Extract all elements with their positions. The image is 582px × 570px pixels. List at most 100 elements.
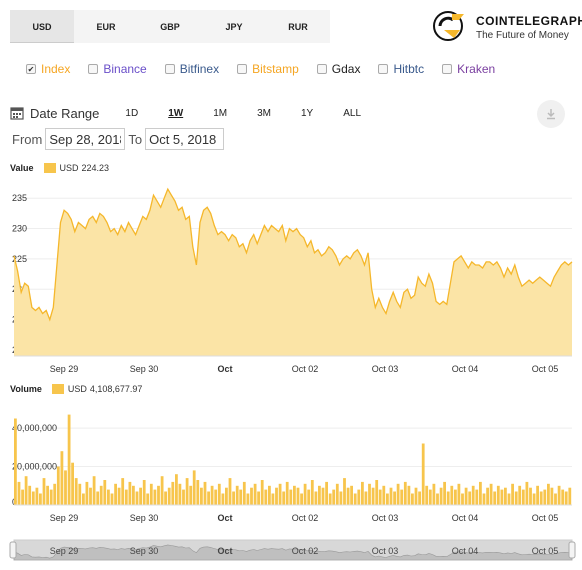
volume-bar [114,483,117,505]
navigator[interactable]: Sep 29 Sep 30 Oct Oct 02 Oct 03 Oct 04 Oct 05 [0,535,582,565]
volume-bar [318,485,321,505]
volume-bar [167,487,171,505]
x-tick-label: Oct 03 [372,364,399,374]
exchange-label: Bitstamp [252,62,299,76]
volume-bar [529,487,532,505]
exchange-index[interactable]: ✔ Index [26,62,70,76]
x-tick-label: Oct 05 [532,513,559,523]
volume-bar [103,480,107,505]
volume-bar [42,478,46,505]
brand-tagline: The Future of Money [476,30,569,41]
volume-bar [89,487,92,505]
volume-bar [525,481,529,505]
volume-legend-swatch [51,384,64,394]
volume-bar [164,491,167,505]
navigator-tick-label: Oct 02 [292,546,319,556]
volume-bar [46,485,49,505]
exchange-label: Hitbtc [393,62,425,76]
volume-bar [507,493,511,505]
volume-bar [235,485,239,505]
volume-bar [314,491,318,505]
volume-bar [500,489,504,505]
cointelegraph-logo-icon [433,11,464,41]
volume-bar [361,481,364,505]
exchange-label: Binance [103,62,147,76]
range-button-3m[interactable]: 3M [257,107,271,119]
exchange-hitbtc[interactable]: Hitbtc [378,62,424,76]
volume-bar [300,493,303,505]
checkbox-icon[interactable]: ✔ [26,64,36,74]
currency-tab-eur[interactable]: EUR [96,21,116,32]
volume-bar [554,493,557,505]
volume-bar [364,491,368,505]
volume-bar [446,491,450,505]
volume-bar [564,491,568,505]
value-legend-label: Value [10,163,34,173]
volume-bar [457,483,461,505]
volume-bar [353,493,357,505]
volume-bar [343,478,346,505]
checkbox-icon[interactable] [442,64,453,74]
volume-bar [368,483,371,505]
range-button-1w[interactable]: 1W [168,107,184,119]
x-tick-label: Sep 29 [50,364,79,374]
volume-bar [153,489,157,505]
volume-legend: Volume USD 4,108,677.97 [10,384,142,394]
volume-bar [60,451,64,505]
from-label: From [12,131,43,147]
volume-bar [178,483,182,505]
volume-bar [310,480,314,505]
exchange-gdax[interactable]: Gdax [316,62,360,76]
volume-bar [547,483,550,505]
volume-bar [92,476,96,505]
checkbox-icon[interactable] [237,64,248,74]
volume-bar [182,489,185,505]
checkbox-icon[interactable] [164,64,175,74]
exchange-bitstamp[interactable]: Bitstamp [237,62,299,76]
volume-bar [203,481,207,505]
volume-bar [39,493,42,505]
volume-bar [493,491,497,505]
volume-bar [78,483,82,505]
navigator-tick-label: Oct [217,546,232,556]
x-tick-label: Oct [217,364,232,374]
range-button-all[interactable]: ALL [343,107,362,119]
volume-bar [475,489,479,505]
checkbox-icon[interactable] [88,64,99,74]
checkbox-icon[interactable] [316,64,327,74]
from-date-input[interactable] [45,128,126,150]
brand[interactable]: COINTELEGRAPH The Future of Money [432,8,582,46]
range-button-1m[interactable]: 1M [213,107,228,119]
exchange-label: Bitfinex [179,62,220,76]
range-button-1y[interactable]: 1Y [301,107,314,119]
download-button[interactable] [537,100,565,128]
volume-bar [139,487,142,505]
volume-bar [393,491,396,505]
currency-tab-usd[interactable]: USD [10,10,74,43]
to-date-input[interactable] [145,128,225,150]
y-tick-label: 235 [12,193,27,203]
navigator-right-handle[interactable] [568,541,576,559]
volume-bar [146,493,150,505]
exchange-binance[interactable]: Binance [88,62,147,76]
exchange-kraken[interactable]: Kraken [442,62,495,76]
checkbox-icon[interactable] [378,64,389,74]
volume-bar [382,485,386,505]
volume-bar [71,462,74,505]
currency-tab-gbp[interactable]: GBP [160,21,180,32]
exchange-label: Kraken [457,62,496,76]
volume-bar [250,487,253,505]
volume-bar [232,491,235,505]
volume-bar [257,491,260,505]
volume-legend-value: 4,108,677.97 [89,384,143,394]
currency-tab-rur[interactable]: RUR [288,21,308,32]
volume-bar [303,483,307,505]
currency-tab-jpy[interactable]: JPY [225,21,243,32]
volume-bar [246,493,250,505]
navigator-left-handle[interactable] [9,541,17,559]
exchange-bitfinex[interactable]: Bitfinex [164,62,220,76]
volume-bar [21,489,24,505]
range-button-1d[interactable]: 1D [125,107,139,119]
